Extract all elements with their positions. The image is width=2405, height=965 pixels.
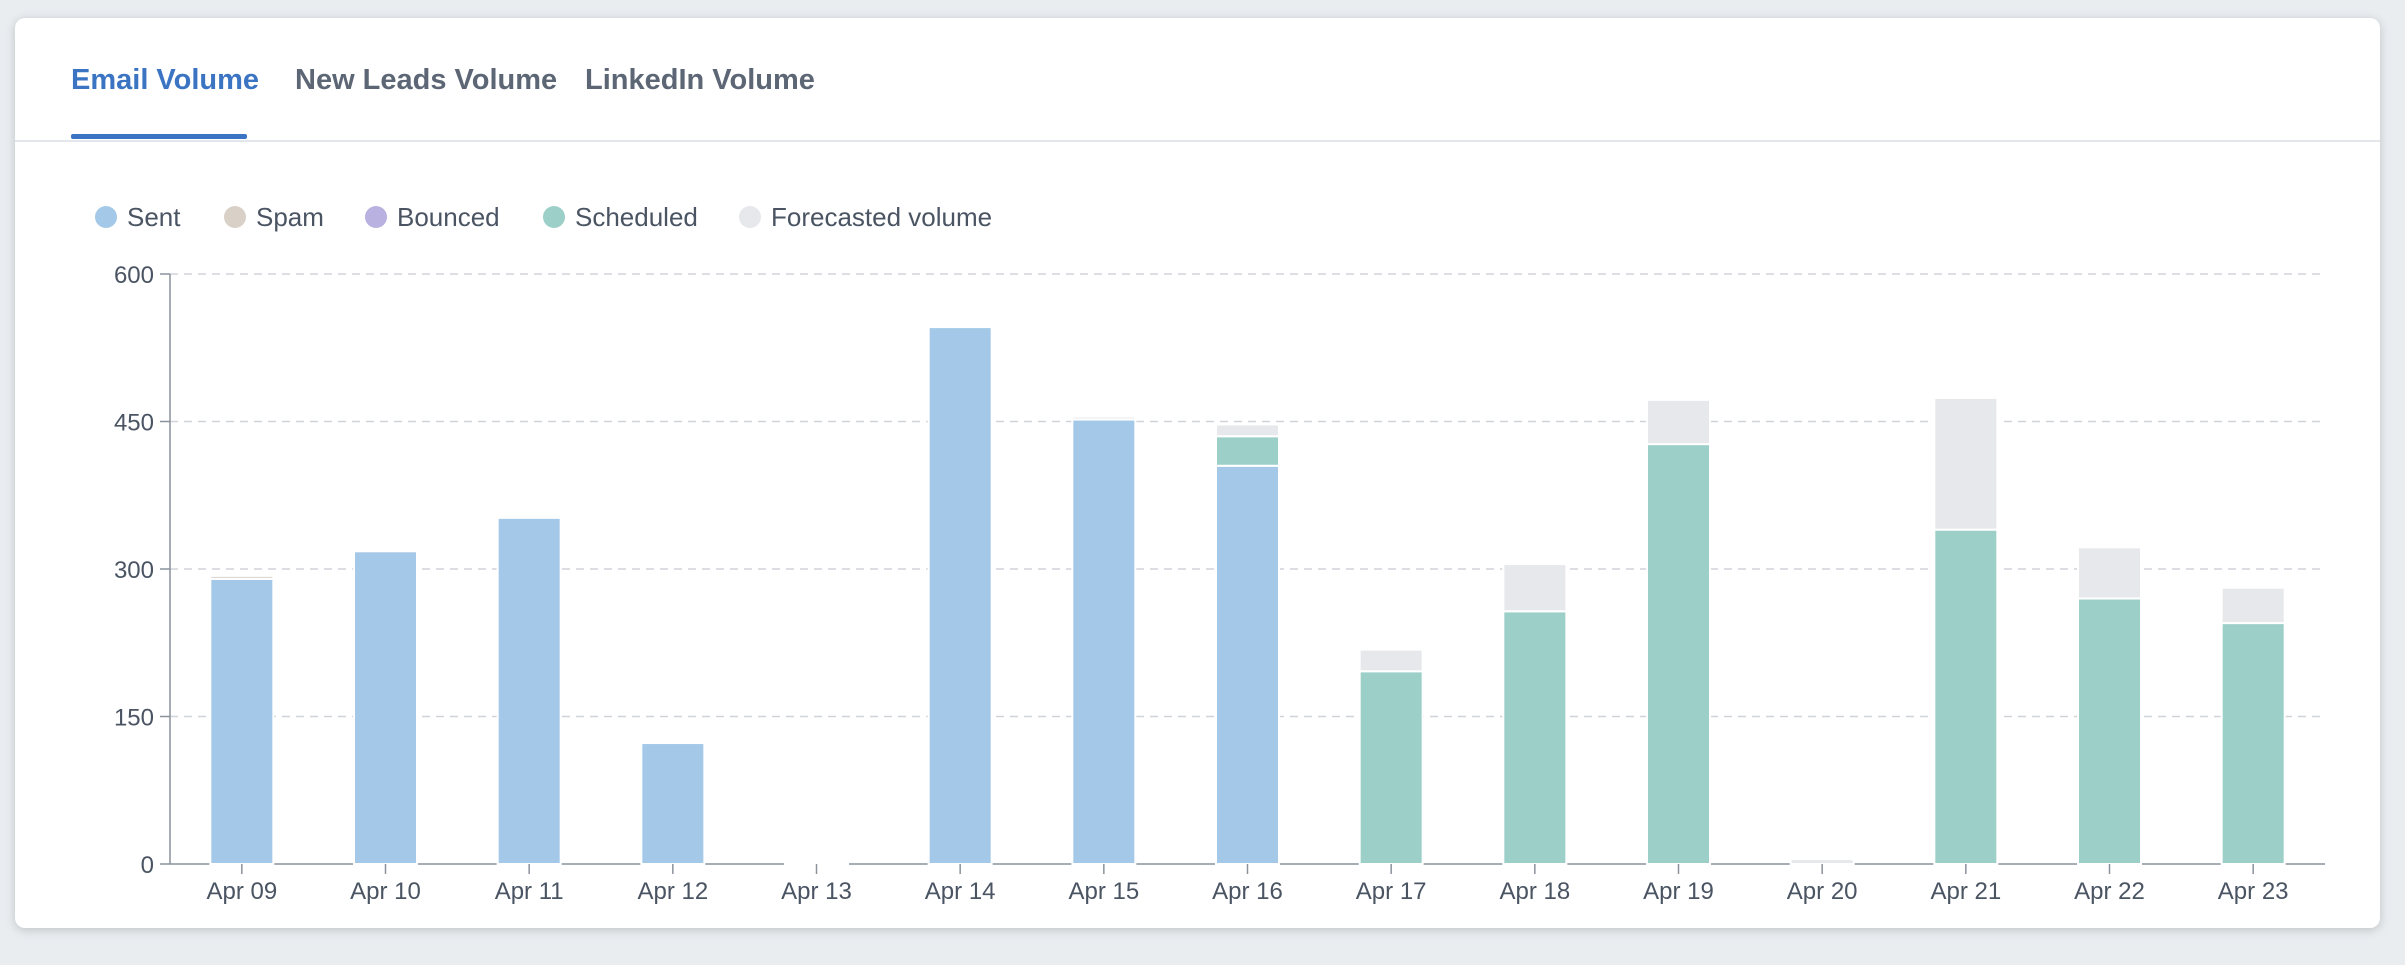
x-tick-label: Apr 09 [206, 878, 277, 905]
y-tick-label: 300 [114, 557, 154, 584]
x-tick-label: Apr 11 [495, 878, 564, 905]
tab-email-volume[interactable]: Email Volume [71, 64, 260, 96]
legend-label-bounced: Bounced [397, 201, 500, 232]
active-tab-indicator [71, 134, 247, 139]
bar-sent [209, 577, 275, 865]
bar-forecasted-volume [1358, 648, 1424, 673]
bar-scheduled [2077, 597, 2142, 865]
x-tick-label: Apr 18 [1499, 878, 1570, 905]
bar-forecasted-volume [1933, 396, 1999, 531]
bar-forecasted-volume [2077, 546, 2142, 600]
x-tick-label: Apr 19 [1643, 878, 1714, 905]
legend-item-sent[interactable]: Sent [95, 199, 181, 235]
x-tick-label: Apr 13 [781, 878, 852, 905]
bar-forecasted-volume [1789, 858, 1855, 865]
legend-label-scheduled: Scheduled [575, 201, 698, 232]
bar-scheduled [1358, 670, 1424, 865]
bar-forecasted-volume [1071, 415, 1137, 421]
bar-forecasted-volume [1502, 563, 1568, 613]
x-tick-label: Apr 17 [1356, 878, 1427, 905]
y-tick-label: 450 [114, 410, 154, 437]
bar-forecasted-volume [1646, 398, 1711, 446]
x-tick-label: Apr 21 [1930, 878, 2001, 905]
tab-linkedin-volume[interactable]: LinkedIn Volume [585, 64, 815, 96]
bar-sent [1215, 464, 1280, 865]
bar-forecasted-volume [2220, 586, 2286, 625]
y-tick-label: 600 [114, 262, 154, 289]
bar-sent [640, 742, 706, 865]
legend-label-forecasted-volume: Forecasted volume [771, 201, 993, 232]
x-tick-label: Apr 10 [350, 878, 421, 905]
bar-sent [353, 550, 418, 865]
bar-spam [209, 574, 275, 580]
bar-scheduled [1215, 435, 1280, 467]
bar-scheduled [2220, 622, 2286, 865]
legend-dot-scheduled [543, 206, 565, 228]
x-tick-label: Apr 16 [1212, 878, 1283, 905]
x-tick-label: Apr 15 [1068, 878, 1139, 905]
bar-sent [784, 861, 849, 865]
legend-item-bounced[interactable]: Bounced [365, 199, 500, 235]
x-tick-label: Apr 23 [2218, 878, 2289, 905]
x-tick-label: Apr 12 [637, 878, 708, 905]
legend-dot-bounced [365, 206, 387, 228]
legend-item-forecasted-volume[interactable]: Forecasted volume [739, 199, 992, 235]
x-tick-label: Apr 22 [2074, 878, 2145, 905]
y-tick-label: 0 [141, 852, 154, 879]
x-tick-label: Apr 20 [1787, 878, 1858, 905]
x-tick-label: Apr 14 [925, 878, 996, 905]
bar-sent [496, 516, 562, 865]
legend-label-sent: Sent [127, 201, 181, 232]
legend-dot-spam [224, 206, 246, 228]
legend-item-spam[interactable]: Spam [224, 199, 324, 235]
legend-dot-sent [95, 206, 117, 228]
legend-dot-forecasted-volume [739, 206, 761, 228]
bar-forecasted-volume [1215, 423, 1280, 438]
bar-sent [927, 326, 993, 866]
bar-sent [1071, 418, 1137, 865]
bar-scheduled [1646, 443, 1711, 865]
legend-item-scheduled[interactable]: Scheduled [543, 199, 698, 235]
y-tick-label: 150 [114, 705, 154, 732]
bar-scheduled [1502, 610, 1568, 865]
tab-new-leads-volume[interactable]: New Leads Volume [295, 64, 558, 96]
tab-bar: Email Volume New Leads Volume LinkedIn V… [15, 18, 2380, 142]
bar-scheduled [1933, 528, 1999, 866]
legend-label-spam: Spam [256, 201, 324, 232]
